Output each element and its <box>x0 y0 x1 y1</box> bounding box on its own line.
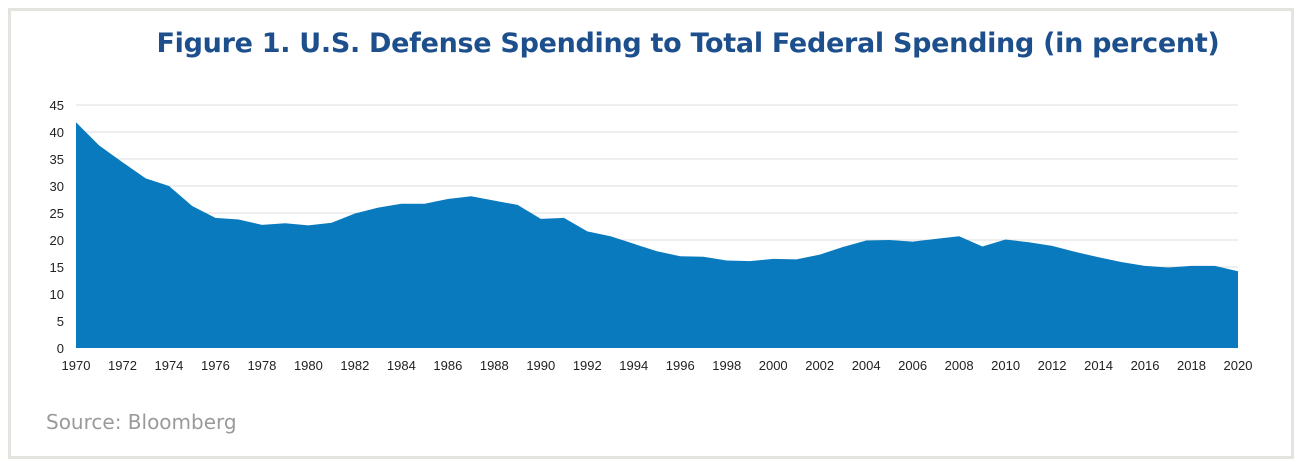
x-tick-label: 2002 <box>805 358 834 373</box>
y-tick-label: 20 <box>50 233 64 248</box>
x-tick-label: 2000 <box>759 358 788 373</box>
x-tick-label: 2014 <box>1084 358 1113 373</box>
y-tick-label: 0 <box>57 341 64 356</box>
y-tick-label: 45 <box>50 98 64 113</box>
x-tick-label: 1972 <box>108 358 137 373</box>
x-tick-label: 1994 <box>619 358 648 373</box>
x-tick-label: 2010 <box>991 358 1020 373</box>
x-tick-label: 2018 <box>1177 358 1206 373</box>
x-tick-label: 2004 <box>852 358 881 373</box>
y-tick-label: 10 <box>50 287 64 302</box>
x-tick-label: 1976 <box>201 358 230 373</box>
x-tick-label: 1970 <box>62 358 91 373</box>
x-tick-label: 1974 <box>154 358 183 373</box>
x-tick-label: 2008 <box>945 358 974 373</box>
x-tick-label: 1986 <box>433 358 462 373</box>
chart-title: Figure 1. U.S. Defense Spending to Total… <box>156 28 1220 59</box>
x-tick-label: 1978 <box>247 358 276 373</box>
x-tick-label: 2006 <box>898 358 927 373</box>
x-tick-label: 1998 <box>712 358 741 373</box>
x-tick-label: 2012 <box>1038 358 1067 373</box>
y-tick-label: 30 <box>50 179 64 194</box>
y-tick-label: 15 <box>50 260 64 275</box>
x-tick-label: 1990 <box>526 358 555 373</box>
x-tick-label: 1984 <box>387 358 416 373</box>
source-note: Source: Bloomberg <box>46 410 237 434</box>
y-tick-label: 40 <box>50 125 64 140</box>
x-tick-label: 1988 <box>480 358 509 373</box>
chart-frame <box>8 8 1294 459</box>
x-tick-label: 1980 <box>294 358 323 373</box>
x-tick-label: 1982 <box>340 358 369 373</box>
x-tick-label: 2016 <box>1131 358 1160 373</box>
x-tick-label: 2020 <box>1224 358 1253 373</box>
x-tick-label: 1996 <box>666 358 695 373</box>
y-tick-label: 35 <box>50 152 64 167</box>
y-tick-label: 25 <box>50 206 64 221</box>
area-series <box>76 122 1238 348</box>
x-tick-label: 1992 <box>573 358 602 373</box>
y-tick-label: 5 <box>57 314 64 329</box>
